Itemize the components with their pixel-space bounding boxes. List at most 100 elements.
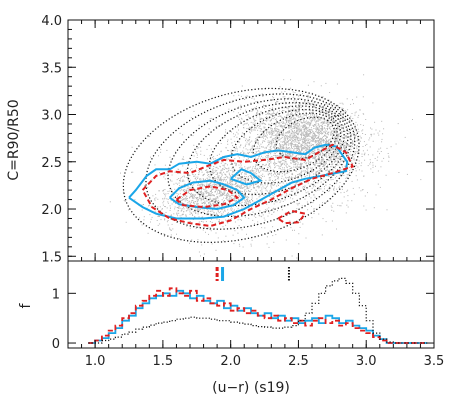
data-point (302, 148, 304, 150)
data-point (241, 167, 243, 169)
data-point (291, 113, 293, 115)
data-point (314, 196, 316, 198)
data-point (300, 114, 302, 116)
data-point (181, 202, 183, 204)
data-point (248, 191, 250, 193)
data-point (213, 201, 215, 203)
data-point (337, 152, 338, 154)
data-point (298, 151, 300, 152)
data-point (313, 181, 314, 183)
data-point (182, 180, 184, 182)
data-point (287, 172, 289, 174)
data-point (235, 164, 237, 166)
data-point (262, 173, 264, 175)
data-point (253, 172, 255, 174)
data-point (291, 144, 293, 146)
data-point (204, 200, 206, 202)
data-point (266, 157, 268, 159)
data-point (323, 162, 324, 164)
data-point (204, 184, 205, 186)
data-point (183, 175, 185, 177)
data-point (181, 210, 183, 211)
data-point (244, 190, 246, 192)
data-point (336, 118, 338, 120)
data-point (297, 174, 299, 176)
data-point (196, 198, 198, 200)
data-point (225, 129, 227, 131)
data-point (269, 132, 270, 134)
data-point (268, 123, 270, 125)
data-point (267, 156, 269, 158)
data-point (238, 195, 240, 197)
data-point (203, 202, 204, 203)
data-point (180, 216, 182, 218)
data-point (223, 164, 225, 166)
data-point (250, 184, 252, 186)
data-point (195, 207, 197, 209)
data-point (312, 118, 314, 119)
data-point (154, 211, 156, 213)
data-point (284, 142, 286, 144)
data-point (226, 195, 228, 197)
data-point (327, 152, 329, 154)
data-point (298, 145, 299, 147)
data-point (240, 152, 242, 154)
data-point (301, 175, 303, 177)
data-point (274, 160, 275, 162)
data-point (209, 194, 211, 196)
data-point (224, 162, 226, 164)
data-point (243, 211, 245, 212)
data-point (233, 200, 235, 202)
data-point (313, 118, 315, 120)
data-point (336, 188, 338, 190)
data-point (322, 109, 324, 111)
data-point (351, 113, 353, 114)
data-point (221, 205, 222, 207)
data-point (205, 193, 207, 194)
data-point (274, 167, 275, 169)
data-point (292, 144, 294, 146)
data-point (306, 157, 308, 159)
data-point (199, 194, 200, 196)
data-point (326, 130, 328, 132)
data-point (220, 213, 222, 215)
data-point (193, 175, 195, 177)
data-point (259, 210, 261, 212)
data-point (160, 210, 162, 212)
data-point (313, 170, 314, 172)
data-point (309, 133, 311, 135)
data-point (234, 230, 236, 232)
data-point (167, 201, 169, 203)
data-point (224, 187, 226, 189)
data-point (244, 134, 246, 136)
data-point (354, 159, 356, 161)
data-point (324, 161, 326, 163)
data-point (258, 127, 260, 129)
data-point (272, 146, 274, 148)
data-point (293, 140, 295, 142)
data-point (327, 134, 329, 136)
data-point (337, 137, 339, 139)
data-point (212, 188, 214, 190)
data-point (249, 137, 251, 138)
data-point (311, 187, 313, 189)
data-point (179, 193, 181, 195)
data-point (217, 125, 219, 127)
data-point (292, 116, 294, 118)
data-point (202, 205, 204, 207)
data-point (220, 180, 222, 182)
data-point (233, 95, 235, 97)
data-point (325, 150, 326, 152)
data-point (226, 188, 228, 190)
data-point (193, 202, 194, 204)
data-point (231, 194, 233, 196)
data-point (170, 188, 172, 190)
data-point (340, 127, 342, 128)
data-point (304, 136, 306, 138)
data-point (287, 153, 288, 155)
data-point (348, 154, 349, 156)
data-point (386, 147, 388, 149)
data-point (208, 210, 209, 212)
data-point (358, 169, 360, 171)
data-point (201, 220, 203, 222)
